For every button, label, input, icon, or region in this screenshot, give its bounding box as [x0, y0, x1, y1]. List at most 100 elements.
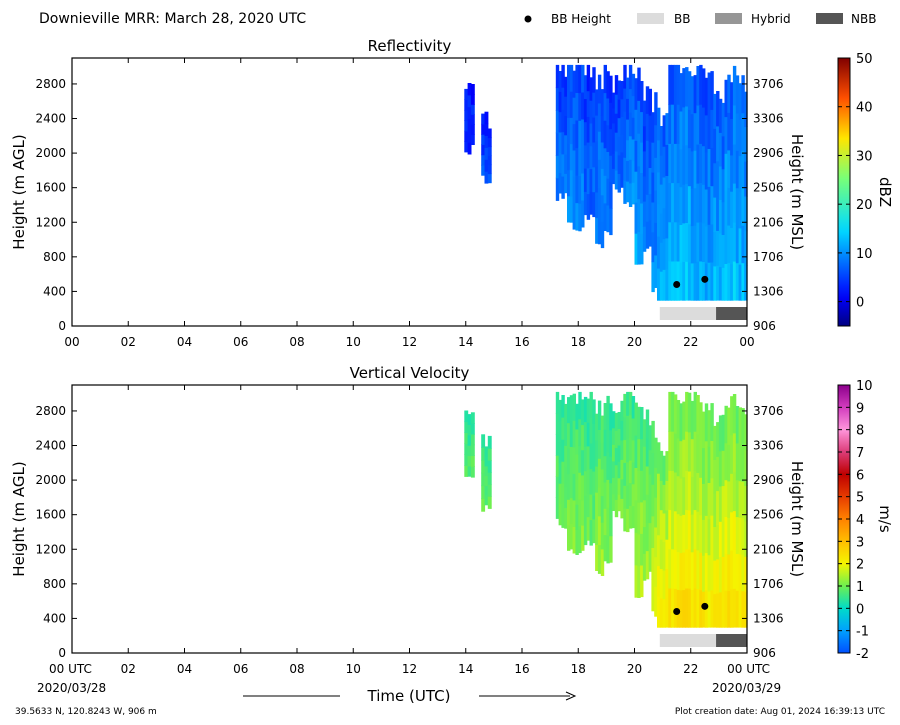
bb-height-point	[673, 281, 681, 289]
echo-cell	[702, 555, 706, 592]
echo-cell	[555, 110, 560, 134]
echo-cell	[735, 479, 740, 518]
echo-cell	[738, 407, 742, 445]
echo-cell	[603, 175, 607, 204]
echo-cell	[597, 487, 602, 517]
echo-cell	[679, 224, 683, 263]
echo-cell	[657, 534, 661, 567]
x-tick-label: 08	[289, 662, 304, 676]
echo-cell	[685, 509, 689, 550]
echo-cell	[609, 181, 613, 209]
echo-cell	[561, 439, 565, 462]
echo-cell	[481, 123, 486, 135]
echo-cell	[597, 159, 602, 188]
echo-cell	[690, 476, 695, 515]
echo-cell	[484, 456, 489, 467]
echo-cell	[614, 113, 619, 133]
echo-cell	[572, 393, 576, 421]
echo-cell	[707, 482, 711, 520]
echo-cell	[685, 470, 689, 511]
y-axis-label: Height (m AGL)	[10, 134, 28, 249]
echo-cell	[744, 126, 748, 162]
echo-cell	[558, 483, 562, 505]
echo-cell	[581, 449, 585, 476]
echo-cell	[693, 225, 697, 264]
echo-cell	[558, 111, 562, 133]
echo-cell	[620, 169, 624, 188]
echo-cell	[470, 114, 475, 125]
echo-cell	[665, 451, 669, 481]
echo-cell	[626, 391, 630, 416]
echo-cell	[567, 91, 571, 118]
echo-cell	[623, 393, 627, 418]
echo-cell	[609, 403, 613, 431]
echo-cell	[730, 550, 734, 590]
echo-cell	[676, 182, 681, 223]
echo-cell	[589, 100, 593, 124]
echo-cell	[716, 524, 720, 560]
x-tick-label: 00 UTC	[727, 662, 770, 676]
echo-cell	[609, 155, 613, 183]
echo-cell	[470, 412, 475, 424]
echo-cell	[614, 447, 619, 466]
echo-cell	[583, 98, 588, 123]
echo-cell	[718, 450, 723, 487]
echo-cell	[744, 449, 748, 486]
echo-cell	[606, 151, 610, 179]
echo-cell	[564, 466, 568, 488]
echo-cell	[665, 597, 669, 628]
echo-cell	[640, 202, 644, 234]
echo-cell	[467, 414, 472, 425]
echo-cell	[721, 135, 726, 170]
echo-cell	[730, 227, 734, 265]
echo-cell	[600, 194, 605, 222]
echo-cell	[710, 515, 714, 553]
echo-cell	[710, 147, 714, 187]
echo-cell	[586, 90, 591, 117]
echo-cell	[634, 402, 638, 436]
echo-cell	[612, 444, 616, 462]
y2-axis-label: Height (m MSL)	[788, 134, 806, 250]
echo-cell	[589, 122, 593, 147]
echo-cell	[730, 511, 734, 551]
echo-cell	[592, 117, 596, 143]
echo-cell	[718, 591, 723, 628]
echo-cell	[721, 234, 726, 268]
echo-cell	[738, 553, 742, 591]
echo-cell	[671, 260, 675, 301]
echo-cell	[665, 144, 669, 176]
echo-cell	[620, 98, 624, 117]
echo-cell	[642, 446, 647, 474]
echo-cell	[676, 400, 681, 439]
echo-cell	[651, 231, 655, 263]
echo-cell	[600, 495, 605, 523]
echo-cell	[634, 435, 638, 468]
echo-cell	[693, 509, 697, 550]
echo-cell	[738, 517, 742, 555]
echo-cell	[744, 195, 748, 232]
echo-cell	[586, 64, 591, 92]
echo-cell	[679, 552, 683, 591]
echo-cell	[724, 516, 728, 554]
echo-cell	[648, 522, 652, 548]
echo-cell	[671, 64, 675, 105]
echo-cell	[657, 107, 661, 141]
x-tick-label: 18	[571, 662, 586, 676]
echo-cell	[609, 75, 613, 103]
echo-cell	[685, 548, 689, 589]
echo-cell	[589, 519, 593, 546]
echo-cell	[637, 67, 641, 101]
echo-cell	[671, 182, 675, 223]
echo-cell	[657, 442, 661, 474]
echo-cell	[738, 191, 742, 229]
echo-cell	[679, 515, 683, 554]
echo-cell	[738, 263, 742, 301]
echo-cell	[592, 447, 596, 472]
echo-cell	[606, 451, 610, 480]
echo-cell	[707, 410, 711, 447]
echo-cell	[481, 472, 486, 487]
echo-cell	[707, 148, 711, 187]
echo-cell	[696, 511, 700, 551]
y-tick-label: 1200	[35, 542, 66, 556]
echo-cell	[628, 459, 633, 484]
